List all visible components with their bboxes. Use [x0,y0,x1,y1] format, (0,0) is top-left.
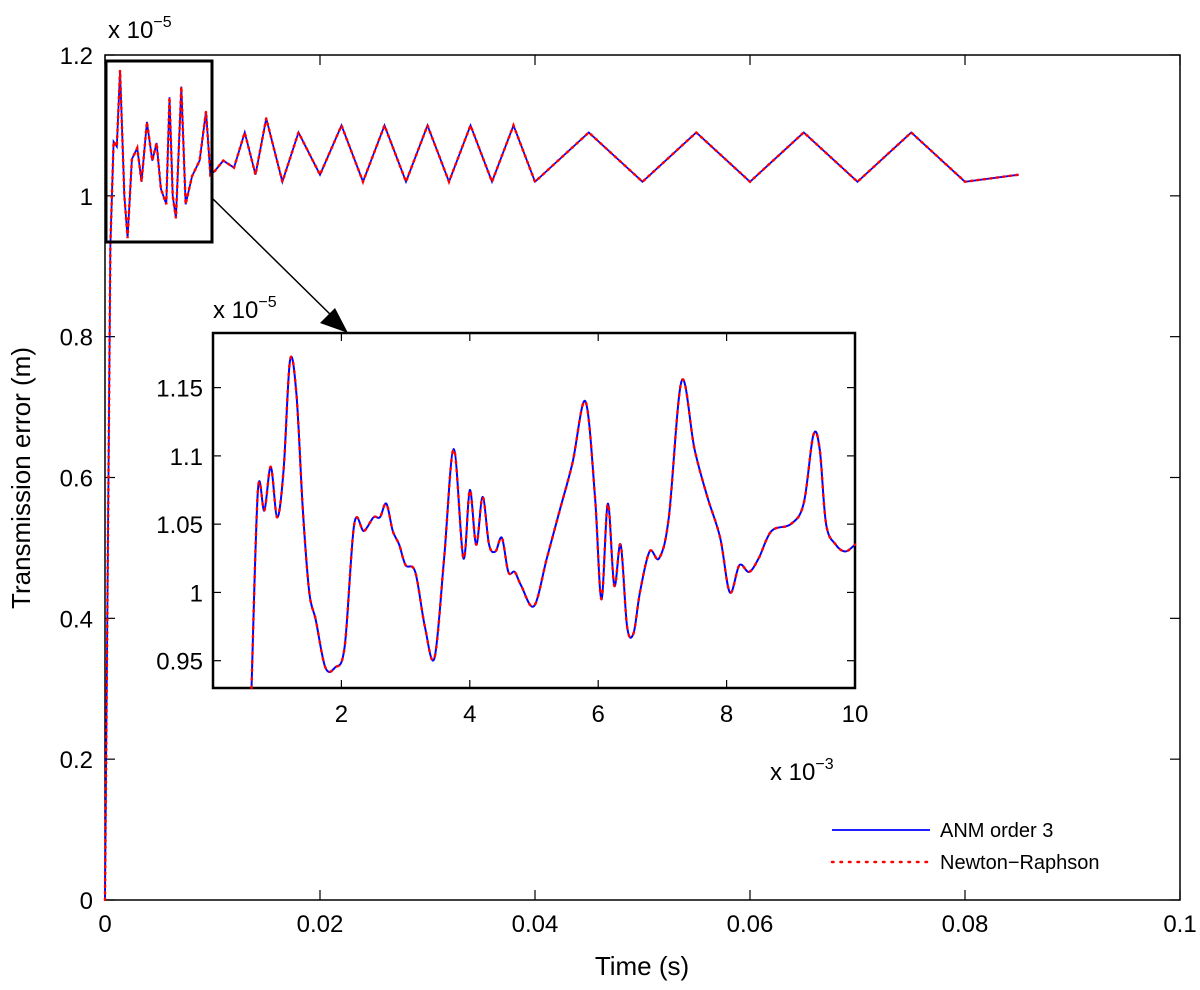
inset-x-tick-label: 8 [720,701,733,728]
legend-label-anm: ANM order 3 [940,820,1053,842]
y-tick-label: 0 [80,888,93,915]
y-tick-label: 1 [80,184,93,211]
inset-x-tick-label: 4 [463,701,476,728]
inset-y-tick-label: 1 [190,580,203,607]
x-tick-label: 0.02 [297,911,344,938]
x-tick-label: 0.1 [1163,911,1196,938]
zoom-arrow-head [320,308,348,333]
inset-y-tick-label: 1.05 [156,512,203,539]
x-tick-label: 0.08 [942,911,989,938]
y-tick-label: 1.2 [60,43,93,70]
legend: ANM order 3 Newton−Raphson [822,812,1158,886]
zoom-arrow-line [211,197,339,323]
legend-label-newton-raphson: Newton−Raphson [940,852,1100,874]
zoom-region-box [104,59,214,244]
inset-y-tick-label: 1.1 [170,444,203,471]
inset-x-tick-label: 10 [842,701,869,728]
main-series-layer [103,70,1020,902]
x-axis-label: Time (s) [595,951,689,981]
inset-y-tick-label: 1.15 [156,376,203,403]
legend-box [822,812,1158,886]
x-tick-label: 0.06 [727,911,774,938]
y-axis-label: Transmission error (m) [6,347,36,609]
inset-x-tick-label: 2 [335,701,348,728]
y-tick-label: 0.2 [60,747,93,774]
main-series-newton-raphson [103,70,1020,902]
main-y-exponent: x 10−5 [108,14,172,44]
inset-x-tick-label: 6 [592,701,605,728]
inset-series-layer [250,355,857,690]
main-ticks: 0 0.02 0.04 0.06 0.08 0.1 0 0.2 0.4 0.6 0.8 1 1.2 [60,43,1197,938]
inset-x-exponent: x 10−3 [770,756,834,786]
inset-ticks: 2 4 6 8 10 0.95 1 1.05 1.1 1.15 [156,333,868,728]
inset-y-exponent: x 10−5 [213,294,277,324]
inset-series-newton-raphson [250,355,857,690]
y-tick-label: 0.4 [60,606,93,633]
x-tick-label: 0 [98,911,111,938]
y-tick-label: 0.6 [60,466,93,493]
y-tick-label: 0.8 [60,325,93,352]
x-tick-label: 0.04 [512,911,559,938]
inset-y-tick-label: 0.95 [156,649,203,676]
inset-plot-frame [211,331,857,690]
